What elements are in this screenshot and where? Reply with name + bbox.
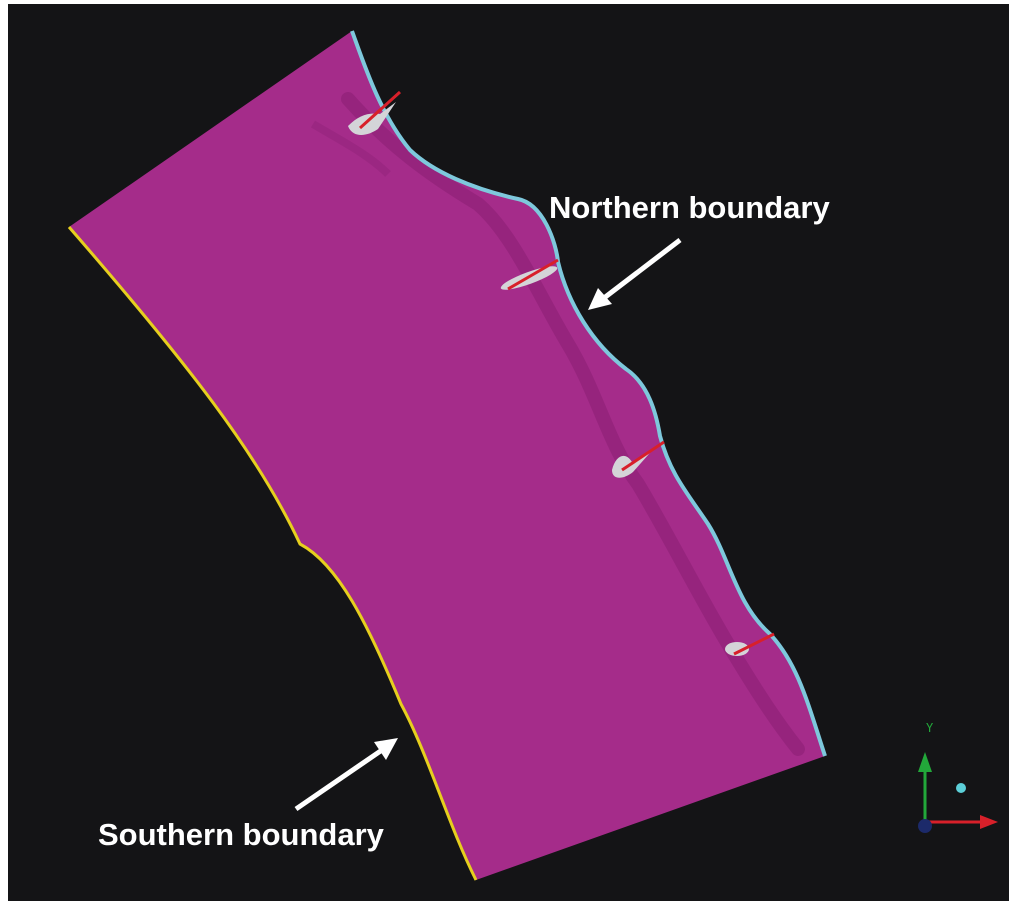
xyz-axis-triad-icon[interactable]: Y [918,721,998,833]
y-axis-head [918,752,932,772]
feature-3[interactable] [612,440,665,478]
feature-2[interactable] [499,258,559,294]
feature-1-line [358,90,402,130]
feature-2-line [507,258,559,291]
northern-boundary-label: Northern boundary [549,190,830,225]
domain-mesh [69,31,825,880]
feature-4-body [725,642,749,656]
southern-boundary-line [67,226,478,881]
3d-viewport[interactable]: Y [8,4,1009,901]
feature-4-line [733,632,775,656]
feature-1[interactable] [348,90,402,135]
southern-boundary-label: Southern boundary [98,817,384,852]
x-axis-head [980,815,998,829]
southern-arrow [294,738,398,812]
axis-point [956,783,966,793]
z-axis-origin [918,819,932,833]
feature-4[interactable] [725,632,775,656]
channel-shading-inner [310,120,391,177]
northern-arrow [588,238,682,310]
scene-canvas[interactable]: Y [8,4,1009,901]
y-axis-label: Y [926,721,934,735]
feature-3-line [621,440,665,472]
northern-boundary-line [350,30,827,757]
